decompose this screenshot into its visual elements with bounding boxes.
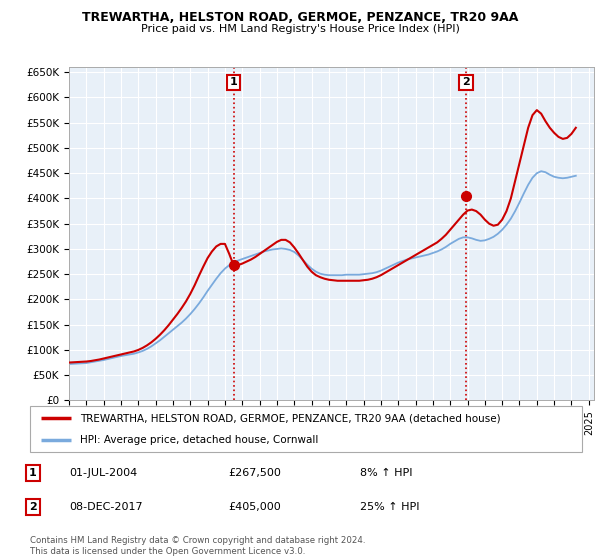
Text: 1: 1 (230, 77, 238, 87)
Text: HPI: Average price, detached house, Cornwall: HPI: Average price, detached house, Corn… (80, 435, 318, 445)
Text: TREWARTHA, HELSTON ROAD, GERMOE, PENZANCE, TR20 9AA: TREWARTHA, HELSTON ROAD, GERMOE, PENZANC… (82, 11, 518, 24)
FancyBboxPatch shape (30, 406, 582, 452)
Text: Contains HM Land Registry data © Crown copyright and database right 2024.
This d: Contains HM Land Registry data © Crown c… (30, 536, 365, 556)
Text: Price paid vs. HM Land Registry's House Price Index (HPI): Price paid vs. HM Land Registry's House … (140, 24, 460, 34)
Text: TREWARTHA, HELSTON ROAD, GERMOE, PENZANCE, TR20 9AA (detached house): TREWARTHA, HELSTON ROAD, GERMOE, PENZANC… (80, 413, 500, 423)
Text: 25% ↑ HPI: 25% ↑ HPI (360, 502, 419, 512)
Text: 2: 2 (462, 77, 470, 87)
Text: 1: 1 (29, 468, 37, 478)
Text: £267,500: £267,500 (228, 468, 281, 478)
Text: £405,000: £405,000 (228, 502, 281, 512)
Text: 2: 2 (29, 502, 37, 512)
Text: 08-DEC-2017: 08-DEC-2017 (69, 502, 143, 512)
Text: 8% ↑ HPI: 8% ↑ HPI (360, 468, 413, 478)
Text: 01-JUL-2004: 01-JUL-2004 (69, 468, 137, 478)
